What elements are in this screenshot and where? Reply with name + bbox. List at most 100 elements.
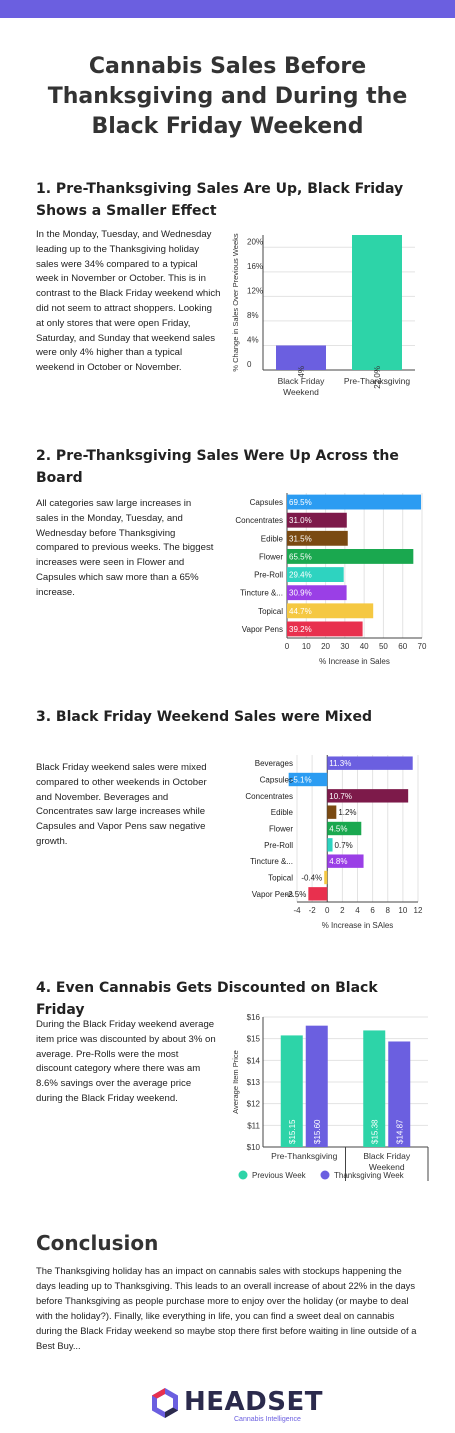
- x-tick-label: 0: [285, 642, 290, 651]
- y-axis-label: Average Item Price: [231, 1050, 240, 1114]
- y-tick-label: $10: [247, 1143, 261, 1152]
- bar: [327, 838, 333, 852]
- x-tick-label: 50: [379, 642, 388, 651]
- category-label: Edible: [261, 534, 284, 543]
- section-4-title: 4. Even Cannabis Gets Discounted on Blac…: [36, 980, 378, 1018]
- x-tick-label: 20: [321, 642, 330, 651]
- data-label: 44.7%: [289, 607, 312, 616]
- category-label: Capsules: [260, 776, 293, 785]
- legend-label: Thanksgiving Week: [334, 1171, 405, 1180]
- y-tick-label: 4%: [247, 335, 259, 344]
- category-label: Tincture &...: [240, 589, 283, 598]
- chart-pre-thanksgiving-categories: 0 10 20 30 40 50 60 70 % Increase in Sales Capsul…: [235, 493, 427, 666]
- section-1-text: In the Monday, Tuesday, and Wednesday le…: [36, 229, 221, 374]
- headset-logo: HEADSET Cannabis Intelligence: [150, 1383, 323, 1429]
- y-tick-label: 0: [247, 360, 252, 369]
- top-accent-bar: [0, 0, 455, 18]
- section-2-title: 2. Pre-Thanksgiving Sales Were Up Across…: [36, 448, 399, 486]
- data-label: -5.1%: [291, 776, 312, 785]
- category-label: Concentrates: [235, 516, 283, 525]
- category-label: Concentrates: [245, 792, 293, 801]
- section-4-text: During the Black Friday weekend average …: [36, 1019, 216, 1104]
- x-tick-label: 4: [355, 906, 360, 915]
- y-tick-label: $14: [247, 1056, 261, 1065]
- x-tick-label: 10: [398, 906, 407, 915]
- y-tick-label: $12: [247, 1100, 261, 1109]
- bar: [324, 870, 328, 885]
- section-3-title: 3. Black Friday Weekend Sales were Mixed: [36, 709, 372, 725]
- category-label: Vapor Pens: [252, 890, 293, 899]
- y-tick-label: $15: [247, 1035, 261, 1044]
- bar: [280, 1035, 303, 1147]
- bar: [287, 512, 347, 528]
- data-label: $14.87: [395, 1119, 404, 1144]
- bar: [308, 887, 328, 901]
- x-tick-label: 8: [386, 906, 391, 915]
- data-label: 4.8%: [329, 857, 347, 866]
- x-tick-label: Pre-Thanksgiving: [344, 376, 410, 386]
- section-2-text: All categories saw large increases in sa…: [36, 498, 214, 598]
- bar: [327, 821, 362, 836]
- data-label: -0.4%: [301, 874, 322, 883]
- section-3-text: Black Friday weekend sales were mixed co…: [36, 762, 207, 847]
- bar: [287, 603, 374, 619]
- data-label: 4.5%: [329, 825, 347, 834]
- category-label: Beverages: [255, 759, 293, 768]
- data-label: 10.7%: [329, 792, 352, 801]
- data-label: $15.60: [313, 1119, 322, 1144]
- conclusion-text: The Thanksgiving holiday has an impact o…: [36, 1265, 417, 1351]
- x-axis-label: % Increase in Sales: [319, 657, 390, 666]
- y-axis-label: % Change in Sales Over Previous Weeks: [231, 233, 240, 372]
- x-tick-label: -4: [293, 906, 301, 915]
- x-tick-label: Black Friday: [278, 376, 326, 386]
- section-1-title: 1. Pre-Thanksgiving Sales Are Up, Black …: [36, 181, 404, 219]
- data-label: $15.15: [288, 1119, 297, 1144]
- headset-hexagon-icon: [152, 1388, 178, 1418]
- data-label: 29.4%: [289, 571, 312, 580]
- category-label: Topical: [258, 607, 283, 616]
- x-tick-label: 30: [340, 642, 349, 651]
- page-title: Cannabis Sales Before Thanksgiving and D…: [47, 54, 408, 139]
- x-tick-label: Black Friday: [363, 1151, 411, 1161]
- bar: [287, 530, 348, 546]
- chart-sales-change: 0 4% 8% 12% 16% 20% % Change in Sales Over Pre…: [231, 233, 415, 397]
- x-tick-label: Pre-Thanksgiving: [271, 1151, 337, 1161]
- bar: [287, 549, 414, 564]
- y-tick-label: $13: [247, 1078, 261, 1087]
- x-tick-label: -2: [309, 906, 317, 915]
- bar: [287, 621, 363, 637]
- data-label: 22.0%: [373, 366, 382, 389]
- x-tick-label: 70: [418, 642, 427, 651]
- data-label: 31.0%: [289, 516, 312, 525]
- bar: [352, 235, 402, 370]
- bar: [363, 1030, 386, 1147]
- bar: [327, 854, 364, 868]
- conclusion-title: Conclusion: [36, 1231, 159, 1255]
- y-tick-label: 20%: [247, 237, 263, 246]
- data-label: 69.5%: [289, 498, 312, 507]
- x-tick-label: Weekend: [369, 1162, 405, 1172]
- y-tick-label: 16%: [247, 262, 263, 271]
- x-tick-label: 10: [302, 642, 311, 651]
- x-axis-label: % Increase in SAles: [322, 921, 394, 930]
- bar: [327, 756, 413, 770]
- data-label: 11.3%: [329, 759, 351, 768]
- y-tick-label: $11: [247, 1121, 260, 1130]
- y-tick-label: 12%: [247, 286, 263, 295]
- category-label: Flower: [259, 552, 283, 561]
- x-tick-label: 12: [414, 906, 423, 915]
- x-tick-label: Weekend: [283, 387, 319, 397]
- legend-label: Previous Week: [252, 1171, 307, 1180]
- category-label: Capsules: [250, 498, 283, 507]
- data-label: 39.2%: [289, 625, 312, 634]
- category-label: Flower: [269, 825, 293, 834]
- data-label: 31.5%: [289, 534, 312, 543]
- x-tick-label: 40: [360, 642, 369, 651]
- y-tick-label: 8%: [247, 311, 259, 320]
- bar: [327, 805, 337, 819]
- bar: [276, 345, 326, 370]
- category-label: Edible: [271, 808, 294, 817]
- x-tick-label: 60: [398, 642, 407, 651]
- logo-wordmark: HEADSET: [184, 1387, 323, 1417]
- legend-swatch: [320, 1170, 330, 1180]
